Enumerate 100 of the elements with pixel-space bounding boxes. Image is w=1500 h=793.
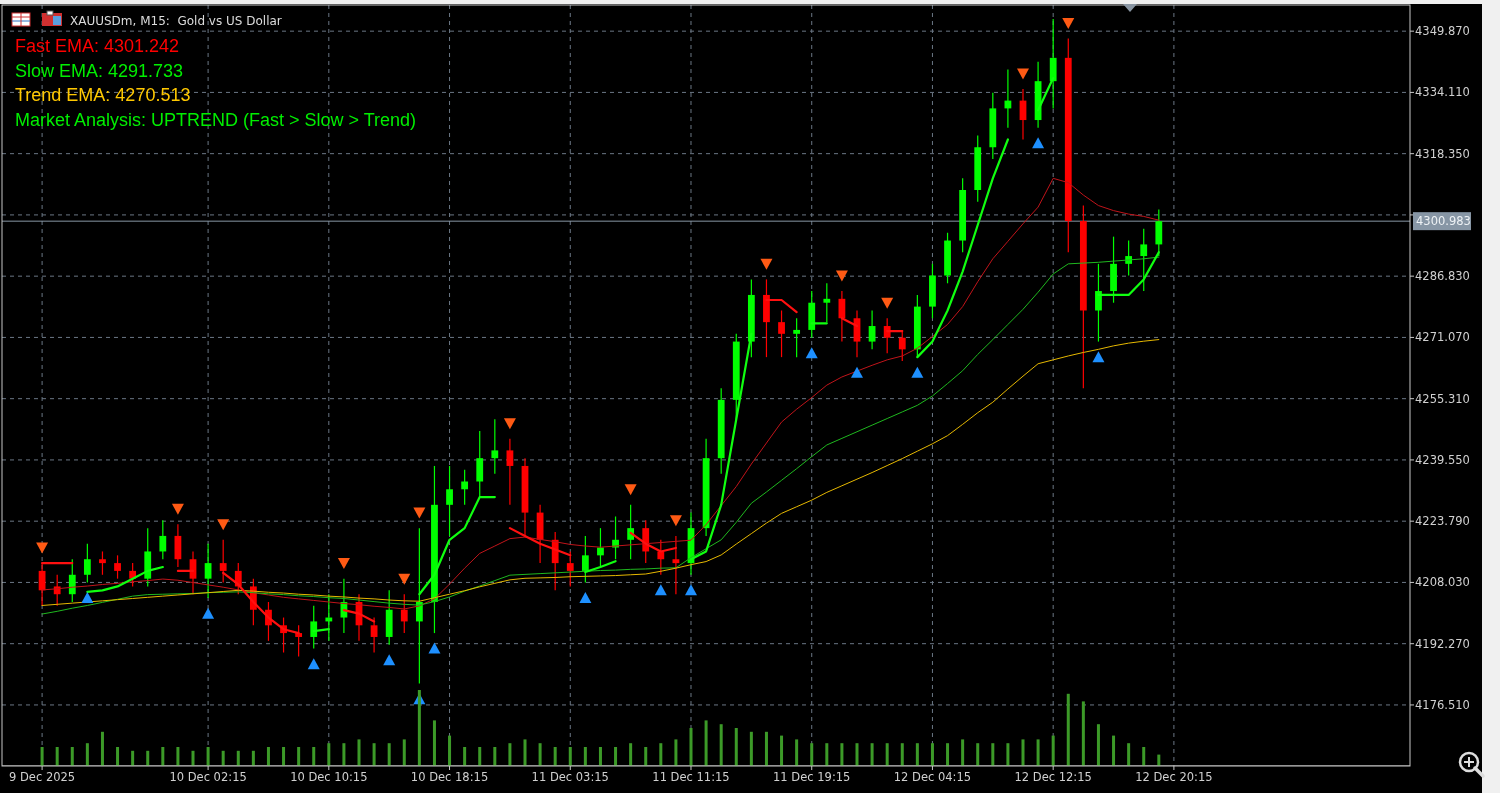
point xyxy=(835,270,848,282)
candlestick xyxy=(310,605,318,650)
bar xyxy=(176,747,180,766)
bar xyxy=(810,743,814,766)
point xyxy=(217,519,230,531)
candlestick xyxy=(883,317,891,354)
point xyxy=(428,642,441,654)
bar xyxy=(961,739,965,766)
ref-line-label: 4300.983 xyxy=(1416,214,1471,229)
candlestick xyxy=(868,309,876,350)
bar xyxy=(357,739,361,766)
bar xyxy=(1021,739,1025,766)
bar xyxy=(764,731,768,766)
x-tick-label: 11 Dec 11:15 xyxy=(652,770,730,784)
point xyxy=(669,515,682,527)
bar xyxy=(387,743,391,766)
x-tick-label: 12 Dec 20:15 xyxy=(1135,770,1213,784)
point xyxy=(881,297,894,309)
bar xyxy=(85,743,89,766)
bar xyxy=(1127,743,1131,766)
bar xyxy=(206,747,210,766)
point xyxy=(1092,351,1105,363)
point xyxy=(383,654,396,666)
bar xyxy=(930,743,934,766)
candlestick xyxy=(793,317,801,358)
bar xyxy=(749,731,753,766)
candlestick xyxy=(204,543,212,599)
point xyxy=(81,592,94,604)
bar xyxy=(1006,743,1010,766)
candlestick xyxy=(476,430,484,498)
bar xyxy=(976,743,980,766)
bar xyxy=(236,750,240,766)
bar xyxy=(327,743,331,766)
point xyxy=(805,347,818,359)
bar xyxy=(40,747,44,766)
bar xyxy=(417,690,421,766)
candlestick xyxy=(566,550,574,588)
bar xyxy=(55,747,59,766)
bar xyxy=(780,735,784,766)
y-tick-label: 4271.070 xyxy=(1415,330,1470,345)
point xyxy=(624,484,637,496)
bar xyxy=(493,747,497,766)
x-tick-label: 11 Dec 19:15 xyxy=(773,770,851,784)
bar xyxy=(508,743,512,766)
bar xyxy=(734,728,738,766)
candlestick xyxy=(581,535,589,584)
bar xyxy=(689,728,693,766)
annotation: Slow EMA: 4291.733 xyxy=(15,60,184,81)
candlestick xyxy=(114,554,121,580)
x-tick-label: 10 Dec 02:15 xyxy=(169,770,247,784)
point xyxy=(1062,17,1075,29)
y-tick-label: 4208.030 xyxy=(1415,575,1470,590)
bar xyxy=(131,750,135,766)
y-tick-label: 4286.830 xyxy=(1415,269,1470,284)
y-tick-label: 4334.110 xyxy=(1415,85,1470,100)
point xyxy=(1032,137,1045,149)
bar xyxy=(659,743,663,766)
candlestick xyxy=(778,309,785,358)
annotation: Fast EMA: 4301.242 xyxy=(15,36,180,56)
candlestick xyxy=(68,558,76,603)
point xyxy=(36,542,49,554)
bar xyxy=(538,743,542,766)
x-tick-label: 12 Dec 04:15 xyxy=(893,770,972,784)
point xyxy=(503,418,516,430)
bar xyxy=(644,747,648,766)
bar xyxy=(795,739,799,766)
bar xyxy=(553,747,557,766)
candlestick xyxy=(1140,228,1148,292)
x-tick-label: 10 Dec 10:15 xyxy=(290,770,368,784)
candlestick xyxy=(370,616,378,654)
bar xyxy=(221,750,225,766)
bar xyxy=(900,743,904,766)
annotation: Market Analysis: UPTREND (Fast > Slow > Trend) xyxy=(15,109,417,130)
point xyxy=(760,258,773,270)
bar xyxy=(432,720,436,766)
point xyxy=(654,584,667,596)
bar xyxy=(161,747,165,766)
x-tick-label: 9 Dec 2025 xyxy=(9,770,76,784)
candlestick xyxy=(446,465,453,537)
candlestick xyxy=(491,418,499,475)
point xyxy=(413,507,426,519)
bar xyxy=(674,739,678,766)
point xyxy=(171,503,184,515)
candlestick xyxy=(219,539,227,584)
bar xyxy=(523,739,527,766)
bar xyxy=(448,735,452,766)
bar xyxy=(266,747,270,766)
y-tick-label: 4239.550 xyxy=(1415,452,1470,467)
bar xyxy=(146,750,150,766)
bar xyxy=(704,720,708,766)
x-tick-label: 12 Dec 12:15 xyxy=(1014,770,1092,784)
candlestick xyxy=(898,329,906,362)
bar xyxy=(825,743,829,766)
point xyxy=(1017,68,1029,80)
candlestick xyxy=(461,469,469,506)
bar xyxy=(991,743,995,766)
bar xyxy=(372,743,376,766)
bar xyxy=(1051,735,1055,766)
bar xyxy=(100,731,104,766)
x-tick-label: 11 Dec 03:15 xyxy=(531,770,609,784)
